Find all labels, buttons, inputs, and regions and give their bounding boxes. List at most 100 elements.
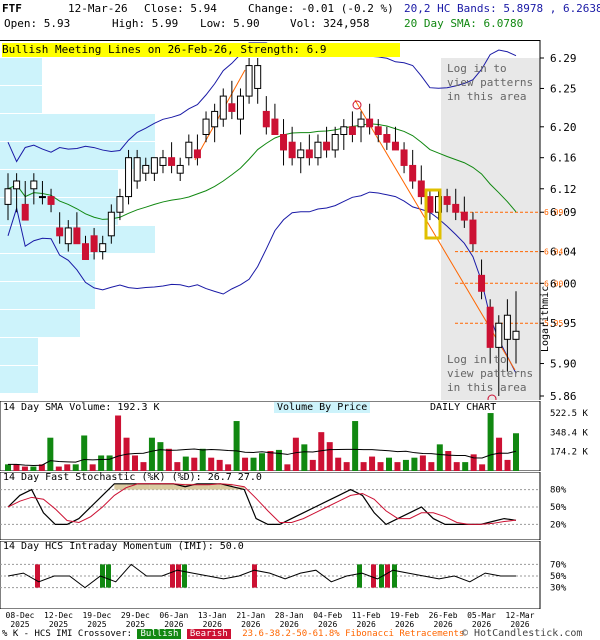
volume-bar [436,444,443,471]
candle-body [90,235,98,253]
candle-body [495,322,503,348]
pattern-marker-low [487,394,497,400]
price-tick-label: 6.12 [550,183,577,196]
symbol: FTF [2,2,22,15]
candle-body [64,227,72,245]
volume-by-price-bar [0,86,42,113]
volume-title: 14 Day SMA Volume: 192.3 K [3,402,160,413]
stochastic-tick-label: 50% [550,503,567,513]
volume-bar [250,457,257,471]
low-value: Low: 5.90 [200,17,260,30]
watermark-bottom[interactable]: Log in to view patterns in this area [447,353,534,394]
volume-by-price-bars [0,58,155,393]
candle-body [245,65,253,97]
price-axis: 6.29 6.25 6.20 6.16 6.12 6.09 6.04 6.00 5.95 5.90… [540,52,577,400]
watermark-top[interactable]: Log in to view patterns in this area [447,62,534,103]
stochastic-k-line [7,483,517,526]
volume-bar [30,466,37,471]
daily-chart-label: DAILY CHART [430,402,497,413]
volume-bar [21,466,28,471]
volume-bar [259,453,265,471]
volume-bar [225,464,232,471]
candle-body [400,149,408,166]
date: 12-Mar-26 [68,2,128,15]
candle-body [366,118,374,128]
copyright[interactable]: © HotCandlestick.com [462,628,583,639]
volume-bar [208,457,215,471]
candle-body [305,149,313,159]
candle-body [236,95,244,120]
volume-by-price-bar [0,310,80,337]
open-value: Open: 5.93 [4,17,71,30]
overbought-fill [220,483,233,490]
volume-bar [360,462,367,471]
volume-bar [402,459,409,471]
x-axis-date-label: 04-Feb [313,611,342,620]
candle-body [211,110,219,128]
volume-bar [462,462,469,471]
right-axis-label: Logarithmic [540,285,551,352]
price-tick-label: 5.90 [550,358,577,371]
volume-axis: 522.5 K 348.4 K 174.2 K [550,409,589,458]
pattern-highlight [424,188,442,240]
imi-crossover-bar [252,564,257,588]
volume-bar [106,455,113,471]
candle-body [202,118,210,135]
candle-body [314,141,322,159]
candle-body [417,180,425,198]
x-axis-date-label: 28-Jan [275,611,304,620]
volume-bar [216,459,223,471]
x-axis: 08-Dec202512-Dec202519-Dec202529-Dec2025… [6,611,535,629]
candle-body [193,149,201,159]
overbought-fill [161,483,174,490]
candle-body [383,133,391,143]
volume-bar [140,462,147,471]
price-tick-label: 5.95 [550,317,577,330]
overbought-fill [173,483,186,490]
candle-body [348,126,356,135]
imi-crossover-bar [357,564,362,588]
volume-bar [47,437,54,471]
volume-bar [174,462,181,471]
x-axis-date-label: 06-Jan [159,611,188,620]
overbought-fill [114,483,127,490]
volume-by-price-bar [0,254,95,281]
candle-body [426,196,434,213]
stochastic-axis: 80% 50% 20% [550,486,567,531]
volume-by-price-bar [0,338,38,365]
x-axis-year-label: 2026 [357,620,376,629]
x-axis-date-label: 11-Feb [352,611,381,620]
candle-body [30,180,38,190]
candle-body [99,243,107,253]
overbought-fill [197,483,209,490]
price-chart: 6.09 6.04 6.00 5.95 6.29 6.25 6.20 6.16 6.12 6.0… [0,40,577,400]
volume-bar [326,442,333,471]
candle-body [107,211,115,237]
volume-bar [335,457,342,471]
volume-bar [55,466,62,471]
imi-crossover-bar [182,564,187,588]
candle-body [262,110,270,128]
volume-bar [352,421,359,471]
imi-crossover-bar [35,564,40,588]
stochastic-chart: 80% 50% 20% [0,472,567,540]
footer-legend-prefix: % K - HCS IMI Crossover: [2,629,133,639]
overbought-fill [137,483,150,490]
footer: % K - HCS IMI Crossover: Bullish Bearish… [2,629,464,639]
candle-body [486,306,494,348]
candle-body [331,133,339,151]
volume-bar [394,462,401,471]
volume-bar [504,459,511,471]
x-axis-year-label: 2026 [280,620,299,629]
candle-body [340,126,348,135]
volume-bar [343,462,350,471]
candle-body [159,157,167,166]
imi-crossover-bars [35,564,397,588]
candle-body [125,157,133,198]
stochastic-title: 14 Day Fast Stochastic (%K) (%D): 26.7 2… [3,472,262,483]
price-tick-label: 6.04 [550,246,577,259]
imi-grid [0,563,540,589]
candle-body [47,196,55,205]
volume-bar [301,444,308,471]
stochastic-tick-label: 80% [550,486,567,496]
